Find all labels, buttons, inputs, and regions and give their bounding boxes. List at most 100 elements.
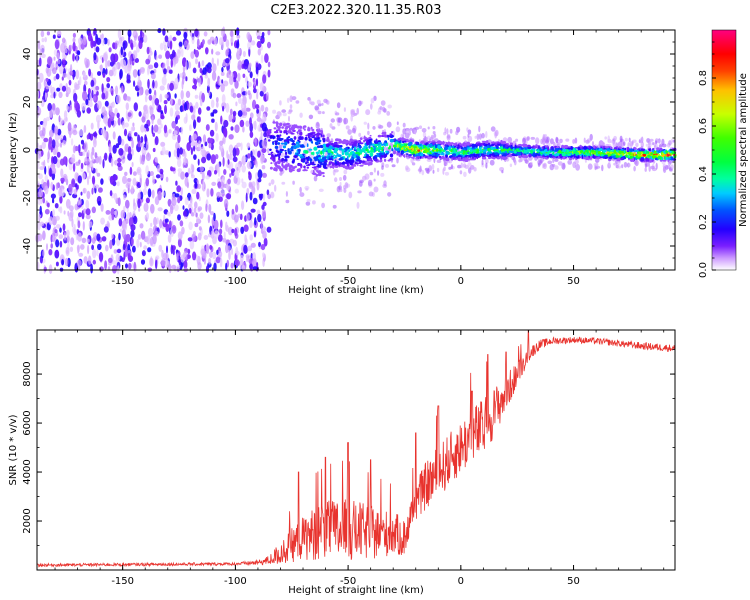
spectrogram-cell (76, 54, 79, 63)
spectrogram-cell (299, 156, 304, 159)
spectrogram-cell (476, 133, 480, 140)
spectrogram-cell (352, 153, 354, 157)
spectrogram-cell (448, 145, 452, 150)
spectrogram-cell (137, 198, 141, 209)
spectrogram-cell (432, 149, 435, 153)
spectrogram-cell (189, 239, 195, 250)
spectrogram-cell (183, 40, 188, 48)
spectrogram-cell (670, 164, 674, 170)
spectrogram-cell (82, 150, 86, 157)
spectrogram-cell (50, 234, 53, 243)
spectrogram-cell (206, 153, 211, 161)
spectrogram-cell (372, 126, 376, 130)
spectrogram-cell (291, 140, 295, 143)
spectrogram-cell (428, 143, 433, 148)
spectrogram-cell (138, 111, 142, 117)
spectrogram-cell (657, 150, 662, 154)
spectrogram-cell (332, 164, 335, 169)
spectrogram-cell (200, 146, 205, 153)
spectrogram-cell (53, 91, 56, 99)
spectrogram-cell (61, 140, 67, 146)
spectrogram-cell (417, 168, 423, 172)
spectrogram-cell (112, 42, 116, 49)
spectrogram-cell (131, 148, 134, 157)
spectrogram-cell (163, 124, 168, 134)
spectrogram-cell (293, 145, 297, 150)
spectrogram-cell (663, 165, 666, 172)
spectrogram-cell (136, 168, 141, 174)
spectrogram-cell (83, 256, 88, 264)
spectrogram-cell (143, 202, 149, 212)
spectrogram-cell (403, 149, 408, 152)
spectrogram-cell (444, 127, 447, 134)
spectrogram-cell (37, 40, 41, 50)
spectrogram-cell (108, 47, 112, 53)
spectrogram-cell (370, 149, 375, 153)
spectrogram-cell (267, 147, 270, 154)
spectrogram-cell (330, 118, 335, 123)
spectrogram-cell (45, 85, 50, 90)
spectrogram-cell (507, 136, 513, 144)
spectrogram-cell (583, 151, 585, 155)
spectrogram-cell (59, 83, 63, 91)
spectrogram-cell (629, 155, 633, 159)
spectrogram-cell (277, 112, 282, 117)
spectrogram-cell (93, 138, 97, 148)
spectrogram-cell (50, 243, 53, 249)
spectrogram-cell (572, 156, 575, 160)
spectrogram-cell (86, 238, 90, 243)
spectrogram-cell (223, 169, 227, 175)
spectrogram-cell (49, 110, 53, 116)
spectrogram-cell (84, 57, 88, 66)
spectrogram-cell (496, 145, 499, 149)
spectrogram-cell (283, 139, 288, 143)
spectrogram-cell (169, 40, 173, 50)
spectrogram-cell (53, 76, 57, 81)
spectrogram-cell (79, 76, 82, 86)
spectrogram-cell (137, 234, 142, 240)
spectrogram-cell (352, 143, 357, 147)
spectrogram-cell (291, 96, 297, 101)
spectrogram-cell (306, 199, 311, 203)
spectrogram-cell (184, 176, 189, 187)
spectrogram-cell (292, 180, 295, 185)
spectrogram-cell (543, 146, 546, 150)
colorbar-tick-label: 0.4 (698, 166, 709, 182)
spectrogram-cell (164, 104, 167, 115)
spectrogram-cell (267, 134, 272, 136)
spectrogram-cell (61, 76, 64, 81)
spectrogram-cell (235, 246, 239, 256)
spectrogram-cell (101, 128, 106, 136)
spectrogram-cell (299, 131, 303, 136)
spectrogram-cell (161, 146, 166, 156)
spectrogram-cell (53, 125, 59, 135)
spectrogram-cell (341, 162, 344, 165)
spectrogram-cell (207, 77, 211, 87)
spectrogram-cell (350, 114, 354, 122)
spectrogram-cell (648, 140, 652, 148)
spectrogram-cell (192, 133, 197, 140)
spectrogram-cell (370, 103, 373, 110)
spectrogram-cell (236, 142, 242, 147)
spectrogram-cell (600, 154, 604, 157)
spectrogram-cell (185, 90, 191, 98)
spectrogram-cell (208, 203, 212, 213)
spectrogram-cell (78, 144, 81, 154)
spectrogram-cell (462, 151, 465, 155)
spectrogram-cell (91, 206, 97, 214)
spectrogram-cell (509, 163, 513, 168)
spectrogram-cell (281, 126, 284, 129)
spectrogram-cell (215, 154, 219, 160)
spectrogram-cell (436, 159, 442, 163)
spectrogram-cell (305, 169, 308, 172)
spectrogram-cell (350, 109, 355, 115)
spectrogram-cell (413, 146, 417, 149)
spectrogram-cell (197, 206, 203, 212)
spectrogram-cell (97, 243, 102, 251)
spectrogram-cell (349, 151, 353, 155)
spectrogram-cell (306, 166, 310, 169)
spectrogram-cell (514, 159, 517, 166)
spectrogram-cell (624, 147, 627, 151)
spectrogram-cell (226, 183, 230, 191)
spectrogram-cell (441, 142, 445, 145)
